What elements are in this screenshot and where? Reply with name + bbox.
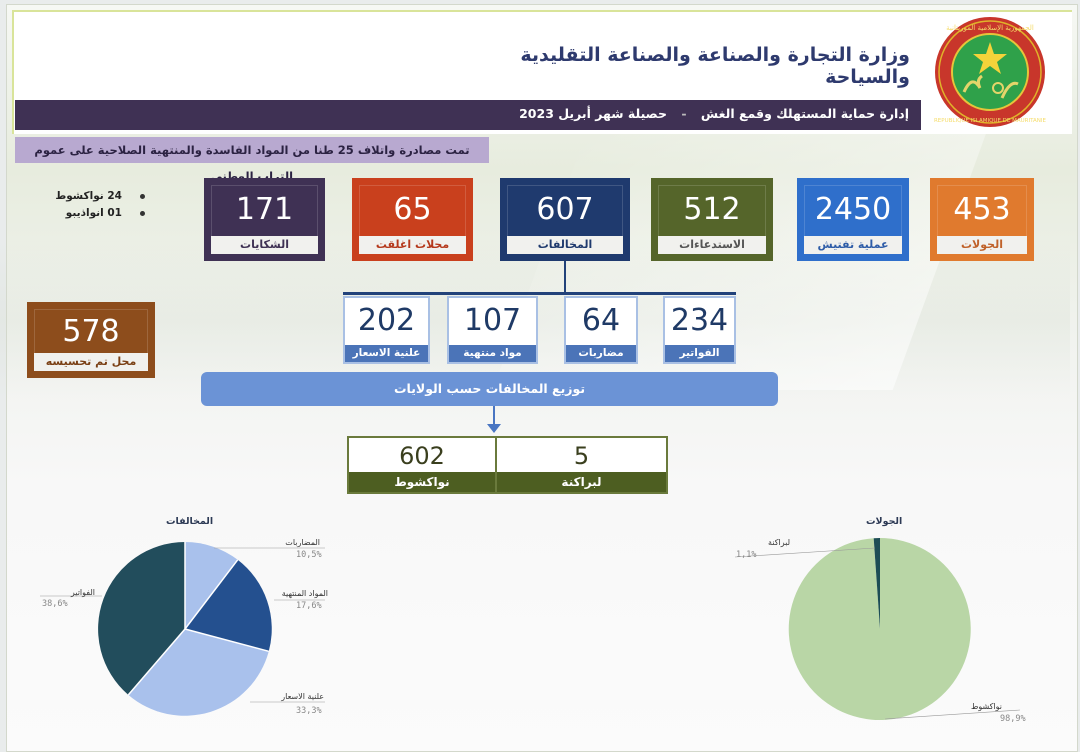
kpi-label: محلات اغلقت bbox=[359, 236, 466, 254]
kpi-tours: 453 الجولات bbox=[930, 178, 1034, 261]
kpi-complaints: 171 الشكايات bbox=[204, 178, 325, 261]
arrow-head-icon bbox=[487, 424, 501, 433]
kpi-value: 65 bbox=[359, 185, 466, 237]
sub-value: 234 bbox=[670, 303, 729, 338]
sub-label: علنية الاسعار bbox=[345, 345, 428, 362]
region-value: 602 bbox=[399, 442, 445, 470]
kpi-value: 512 bbox=[658, 185, 766, 237]
connector-horizontal bbox=[343, 292, 736, 295]
kpi-label: عملية تفتيش bbox=[804, 236, 902, 254]
ministry-title: وزارة التجارة والصناعة والصناعة التقليدي… bbox=[520, 44, 910, 88]
violation-price-display: 202 علنية الاسعار bbox=[343, 296, 430, 364]
department-bar: إدارة حماية المستهلك وقمع الغش - حصيلة ش… bbox=[15, 100, 921, 130]
pie-percentage: 38,6% bbox=[42, 599, 68, 609]
kpi-value: 2450 bbox=[804, 185, 902, 237]
pie-label: علنية الاسعار bbox=[281, 692, 324, 701]
violation-expired-goods: 107 مواد منتهية bbox=[447, 296, 538, 364]
region-brakna: 5 لبراكنة bbox=[495, 436, 668, 494]
pie-label: المضاربات bbox=[285, 538, 320, 547]
pie-label: نواكشوط bbox=[970, 702, 1002, 711]
kpi-shops-sensitized: 578 محل تم تحسيسه bbox=[27, 302, 155, 378]
sub-value: 64 bbox=[581, 303, 621, 338]
kpi-value: 453 bbox=[937, 185, 1027, 237]
arrow-down-icon bbox=[493, 406, 495, 428]
kpi-label: الشكايات bbox=[211, 236, 318, 254]
pie-percentage: 98,9% bbox=[1000, 714, 1026, 724]
sub-label: مضاربات bbox=[566, 345, 636, 362]
kpi-label: محل تم تحسيسه bbox=[34, 353, 148, 371]
pie-percentage: 17,6% bbox=[296, 601, 322, 611]
sub-label: الفواتير bbox=[665, 345, 734, 362]
region-label: نواكشوط bbox=[349, 472, 495, 492]
emblem-arabic-text: الجمهورية الإسلامية الموريتانية bbox=[946, 24, 1034, 32]
pie-label: لبراكنة bbox=[768, 538, 790, 547]
bullet-icon bbox=[140, 193, 145, 199]
seizure-notice: تمت مصادرة واتلاف 25 طنا من المواد الفاس… bbox=[15, 137, 489, 183]
sub-value: 107 bbox=[463, 303, 522, 338]
kpi-value: 171 bbox=[211, 185, 318, 237]
pie-label: المواد المنتهية bbox=[281, 589, 328, 598]
region-nouakchott: 602 نواكشوط bbox=[347, 436, 497, 494]
bullet-icon bbox=[140, 210, 145, 216]
list-item: 24 نواكشوط bbox=[40, 190, 145, 202]
kpi-shops-closed: 65 محلات اغلقت bbox=[352, 178, 473, 261]
kpi-inspections: 2450 عملية تفتيش bbox=[797, 178, 909, 261]
kpi-summons: 512 الاستدعاءات bbox=[651, 178, 773, 261]
pie-label: الفواتير bbox=[70, 588, 95, 597]
sub-label: مواد منتهية bbox=[449, 345, 536, 362]
connector-vertical bbox=[564, 261, 566, 293]
list-item: 01 انواذيبو bbox=[40, 207, 145, 219]
tours-pie-chart bbox=[734, 537, 1021, 720]
separator: - bbox=[681, 106, 687, 121]
distribution-title-bar: توزيع المخالفات حسب الولايات bbox=[201, 372, 778, 406]
kpi-value: 578 bbox=[34, 309, 148, 355]
sub-value: 202 bbox=[357, 303, 416, 338]
kpi-violations: 607 المخالفات bbox=[500, 178, 630, 261]
pie-percentage: 1,1% bbox=[736, 550, 757, 560]
emblem-french-text: REPUBLIQUE ISLAMIQUE DE MAURITANIE bbox=[934, 118, 1047, 124]
report-period: حصيلة شهر أبريل 2023 bbox=[519, 106, 667, 121]
department-name: إدارة حماية المستهلك وقمع الغش bbox=[700, 106, 909, 121]
pie-percentage: 33,3% bbox=[296, 706, 322, 716]
complaints-breakdown-list: 24 نواكشوط 01 انواذيبو bbox=[40, 190, 145, 224]
kpi-label: الجولات bbox=[937, 236, 1027, 254]
region-label: لبراكنة bbox=[497, 472, 666, 492]
kpi-value: 607 bbox=[507, 185, 623, 237]
kpi-label: المخالفات bbox=[507, 236, 623, 254]
violation-invoices: 234 الفواتير bbox=[663, 296, 736, 364]
kpi-label: الاستدعاءات bbox=[658, 236, 766, 254]
tours-chart-title: الجولات bbox=[866, 516, 903, 527]
department-line: إدارة حماية المستهلك وقمع الغش - حصيلة ش… bbox=[519, 106, 909, 121]
violations-chart-title: المخالفات bbox=[166, 516, 214, 527]
region-value: 5 bbox=[573, 442, 590, 470]
violations-pie-chart bbox=[40, 542, 325, 716]
mauritania-emblem-icon: الجمهورية الإسلامية الموريتانية REPUBLIQ… bbox=[922, 14, 1058, 130]
violation-speculation: 64 مضاربات bbox=[564, 296, 638, 364]
pie-percentage: 10,5% bbox=[296, 550, 322, 560]
